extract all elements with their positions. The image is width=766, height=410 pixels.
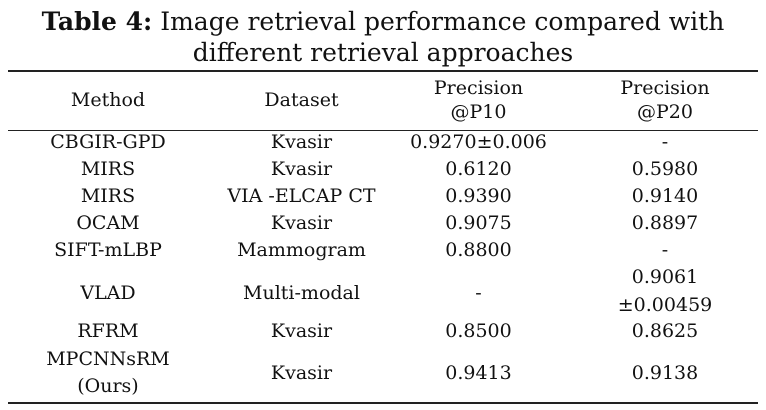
caption-text: Image retrieval performance compared wit… [152,7,725,36]
caption-line-1: Table 4: Image retrieval performance com… [0,6,766,37]
header-rule [8,130,758,131]
table-row-dataset: Kvasir [270,320,333,342]
table-row-dataset: Kvasir [270,212,333,234]
header-precision-p20: Precision @P20 [572,77,758,124]
table-row-p10: 0.9075 [445,212,512,234]
table-row-method: OCAM [76,212,140,234]
table-row-p20: 0.8625 [631,320,699,342]
table-row-dataset: VIA -ELCAP CT [227,185,376,207]
table-row-p10: 0.8500 [445,320,512,342]
table-top-rule [8,70,758,72]
table-row-p20: 0.5980 [631,158,699,180]
table-row-p10: - [475,282,482,304]
header-precision-p10: Precision @P10 [385,77,572,124]
table-caption: Table 4: Image retrieval performance com… [0,6,766,68]
table-row-p20-line2: ±0.00459 [617,294,713,316]
table-row-dataset: Kvasir [270,131,333,153]
table-row-p10: 0.8800 [445,239,512,261]
header-dataset: Dataset [264,89,339,111]
table-row-p10: 0.6120 [445,158,512,180]
table-row-method: RFRM [77,320,139,342]
caption-label: Table 4: [41,7,153,36]
table-row-p20: 0.9138 [631,362,699,384]
table-row-dataset: Kvasir [270,158,333,180]
table-row-dataset: Kvasir [270,362,333,384]
table-row-p10: 0.9413 [445,362,512,384]
table-row-method: MPCNNsRM (Ours) [8,348,208,398]
table-row-p20: 0.9140 [631,185,699,207]
table-row-dataset: Multi-modal [243,282,360,304]
table-row-p10: 0.9390 [445,185,512,207]
header-p20-line2: @P20 [637,101,693,123]
caption-line-2: different retrieval approaches [192,38,574,67]
table-row-method: VLAD [80,282,136,304]
table-row-method: CBGIR-GPD [50,131,166,153]
table-row-method-line2: (Ours) [77,375,139,397]
table-row-method: MIRS [80,158,136,180]
table-row-p20: 0.8897 [631,212,699,234]
table-row-p20: - [661,239,669,261]
table-row-p20: 0.9061 ±0.00459 [572,266,758,317]
header-p10-line1: Precision [433,77,524,99]
table-row-method: SIFT-mLBP [54,239,162,261]
header-method: Method [70,89,146,111]
table-row-dataset: Mammogram [237,239,366,261]
table-row-p10: 0.9270±0.006 [410,131,547,153]
table-row-method: MIRS [80,185,136,207]
header-p10-line2: @P10 [450,101,507,123]
header-p20-line1: Precision [620,77,710,99]
table-row-p20-line1: 0.9061 [631,266,699,288]
table-row-method-line1: MPCNNsRM [46,348,170,370]
table-bottom-rule [8,402,758,404]
table-row-p20: - [661,131,669,153]
